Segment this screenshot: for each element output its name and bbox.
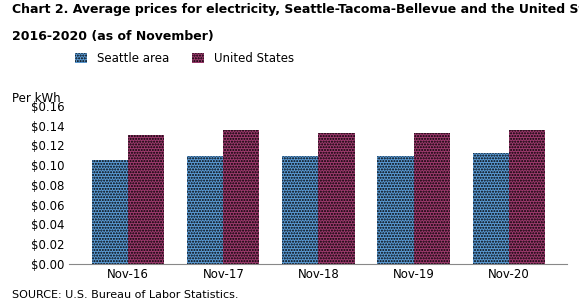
- Text: 2016-2020 (as of November): 2016-2020 (as of November): [12, 30, 213, 43]
- Bar: [472, 153, 508, 264]
- Bar: [378, 155, 413, 264]
- Bar: [92, 160, 129, 264]
- Text: SOURCE: U.S. Bureau of Labor Statistics.: SOURCE: U.S. Bureau of Labor Statistics.: [12, 290, 238, 300]
- Bar: [413, 133, 450, 264]
- Bar: [508, 131, 545, 264]
- Bar: [187, 155, 223, 264]
- Legend: Seattle area, United States: Seattle area, United States: [75, 52, 294, 65]
- Bar: [283, 156, 318, 264]
- Text: Per kWh: Per kWh: [12, 92, 60, 105]
- Bar: [318, 133, 354, 264]
- Bar: [223, 131, 259, 264]
- Text: Chart 2. Average prices for electricity, Seattle-Tacoma-Bellevue and the United : Chart 2. Average prices for electricity,…: [12, 3, 579, 16]
- Bar: [129, 135, 164, 264]
